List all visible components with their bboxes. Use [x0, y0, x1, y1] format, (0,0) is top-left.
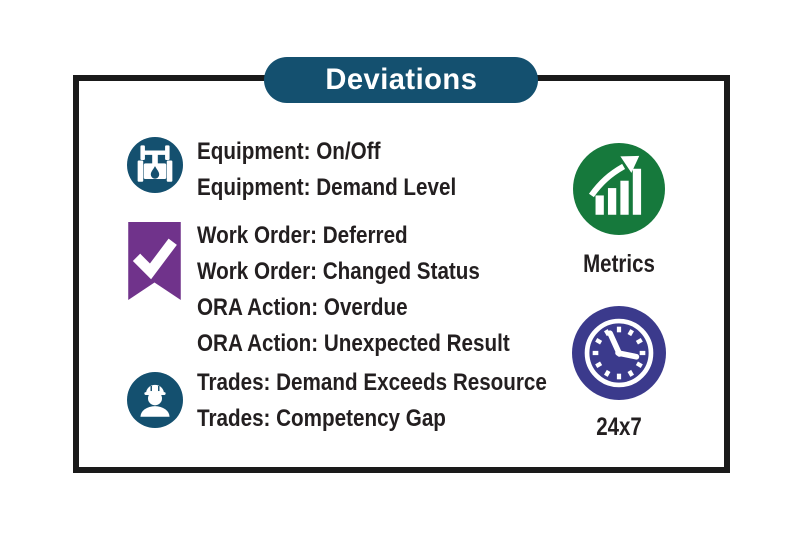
page-title: Deviations: [324, 63, 478, 96]
checkmark-ribbon-icon: [128, 222, 181, 300]
worker-icon: [127, 372, 183, 428]
valve-icon: [127, 137, 183, 193]
deviation-item: Equipment: On/Off: [197, 138, 381, 165]
deviation-item: Trades: Competency Gap: [197, 405, 446, 432]
metrics-label: Metrics: [583, 250, 655, 278]
deviation-item: ORA Action: Overdue: [197, 294, 408, 321]
equipment-deviation-list: Equipment: On/Off Equipment: Demand Leve…: [197, 134, 456, 206]
title-pill: Deviations: [264, 57, 538, 103]
workorder-deviation-list: Work Order: Deferred Work Order: Changed…: [197, 218, 510, 362]
deviation-item: ORA Action: Unexpected Result: [197, 330, 510, 357]
deviation-item: Work Order: Changed Status: [197, 258, 480, 285]
deviation-item: Work Order: Deferred: [197, 222, 408, 249]
deviation-item: Trades: Demand Exceeds Resource: [197, 369, 547, 396]
deviation-item: Equipment: Demand Level: [197, 174, 457, 201]
24x7-label: 24x7: [596, 413, 642, 441]
clock-icon: [572, 306, 666, 400]
trades-deviation-list: Trades: Demand Exceeds Resource Trades: …: [197, 365, 547, 437]
metrics-chart-icon: [573, 143, 665, 235]
